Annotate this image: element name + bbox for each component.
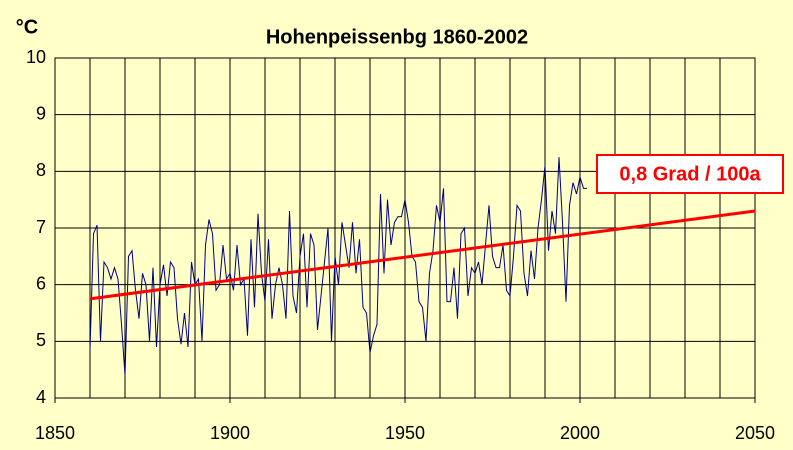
- y-tick-label: 7: [36, 217, 46, 237]
- y-tick-label: 8: [36, 160, 46, 180]
- x-tick-label: 1850: [35, 423, 75, 443]
- data-line: [89, 157, 587, 376]
- y-tick-label: 4: [36, 387, 46, 407]
- y-tick-label: 10: [26, 47, 46, 67]
- x-tick-label: 1950: [385, 423, 425, 443]
- annotation-box: [596, 154, 784, 194]
- y-tick-label: 6: [36, 273, 46, 293]
- chart-title: Hohenpeissenbg 1860-2002: [266, 26, 528, 48]
- y-tick-label: 5: [36, 330, 46, 350]
- x-tick-label: 1900: [210, 423, 250, 443]
- data-line: [89, 209, 756, 301]
- x-tick-label: 2050: [735, 423, 775, 443]
- y-tick-label: 9: [36, 103, 46, 123]
- annotation: 0,8 Grad / 100a: [619, 163, 761, 185]
- y-axis-label: °C: [16, 16, 38, 38]
- x-tick-label: 2000: [560, 423, 600, 443]
